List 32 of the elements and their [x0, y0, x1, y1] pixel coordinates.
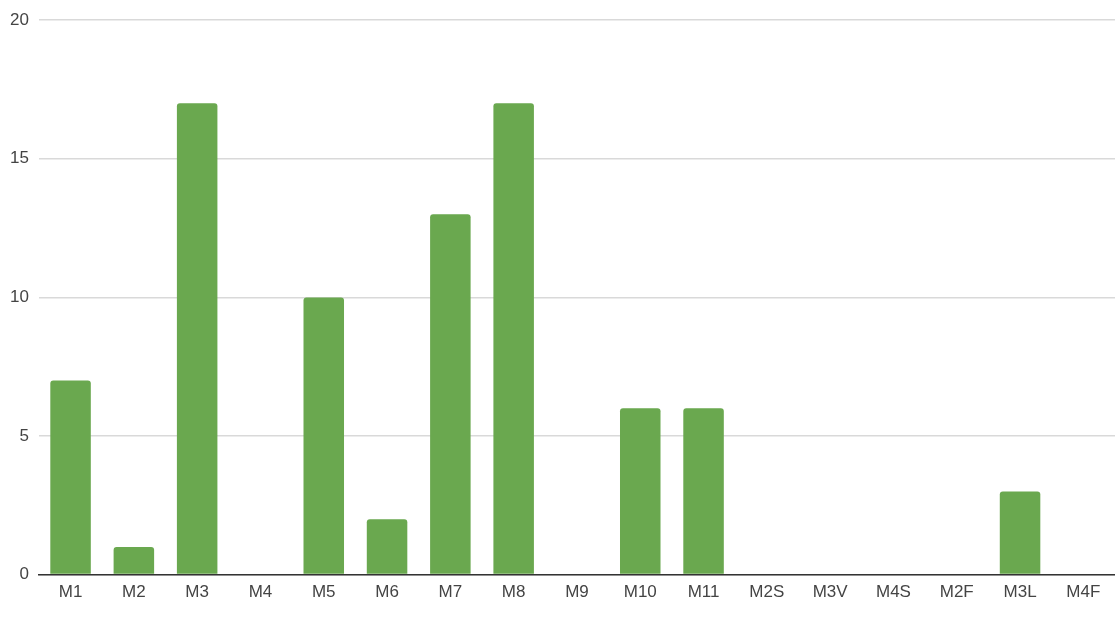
x-tick-label: M8 — [501, 582, 526, 602]
x-tick-label: M3 — [185, 582, 209, 602]
x-tick-label: M2S — [749, 582, 785, 602]
bar — [113, 546, 155, 574]
bar — [430, 214, 471, 574]
y-tick-label: 0 — [19, 564, 29, 584]
y-tick-label: 10 — [9, 287, 29, 307]
y-tick-label: 15 — [9, 148, 29, 168]
bar — [683, 408, 724, 574]
x-tick-label: M2 — [122, 582, 146, 602]
x-tick-label: M4F — [1066, 582, 1101, 602]
bar — [620, 408, 661, 574]
x-tick-label: M11 — [687, 582, 720, 602]
x-tick-label: M1 — [58, 582, 83, 602]
bar — [999, 491, 1041, 574]
bar — [493, 103, 534, 574]
x-tick-label: M3V — [812, 582, 849, 602]
x-tick-label: M9 — [565, 582, 589, 602]
x-tick-label: M7 — [438, 582, 463, 602]
x-tick-label: M3L — [1003, 582, 1037, 602]
x-tick-label: M4 — [248, 582, 273, 602]
bar — [303, 297, 345, 574]
y-tick-label: 20 — [9, 9, 29, 29]
x-tick-label: M4S — [875, 582, 911, 602]
x-tick-label: M10 — [623, 582, 657, 602]
x-tick-label: M2F — [939, 582, 974, 602]
y-tick-label: 5 — [19, 425, 29, 445]
bar — [176, 103, 218, 574]
x-tick-label: M5 — [311, 582, 336, 602]
x-tick-label: M6 — [375, 582, 399, 602]
bar — [366, 519, 408, 574]
bar — [50, 380, 91, 574]
